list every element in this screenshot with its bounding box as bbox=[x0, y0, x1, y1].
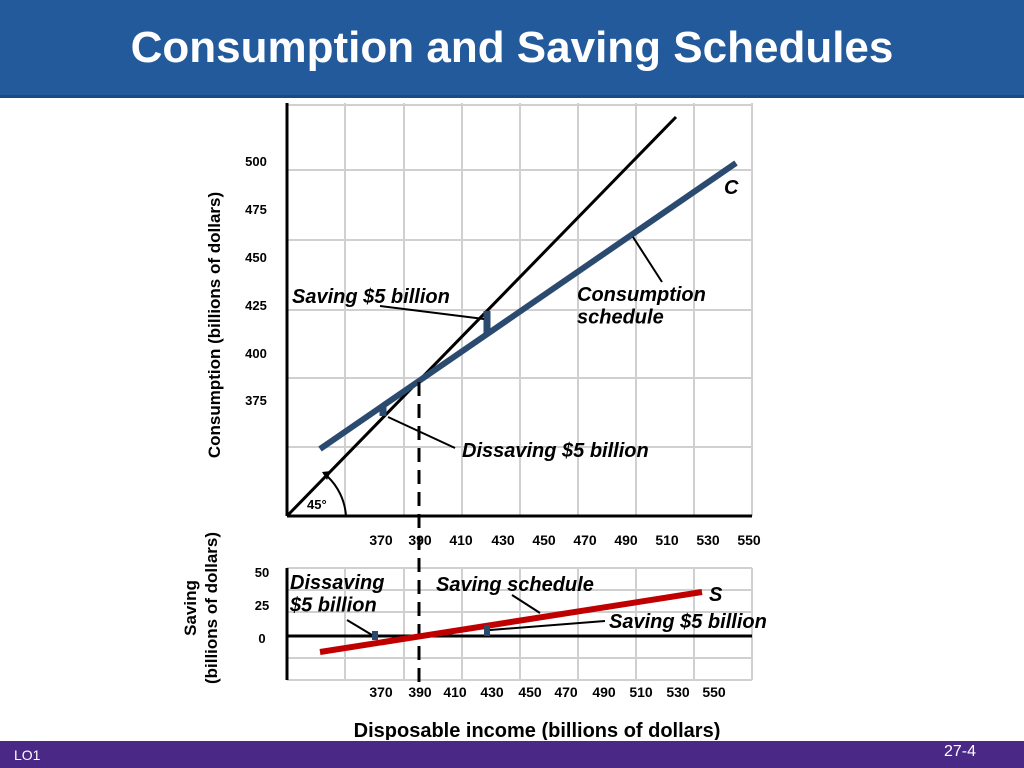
title-bar bbox=[0, 0, 1024, 98]
saving-marker bbox=[484, 625, 490, 636]
y-tick-label: 475 bbox=[245, 202, 267, 217]
dissaving-annotation: Dissaving $5 billion bbox=[462, 440, 649, 462]
angle-arrowhead bbox=[322, 471, 331, 480]
x-tick-label: 370 bbox=[369, 532, 393, 548]
x-tick-label: 410 bbox=[449, 532, 473, 548]
bottom-chart-grid bbox=[287, 567, 753, 681]
x-tick-label: 450 bbox=[518, 684, 542, 700]
x-tick-label: 410 bbox=[443, 684, 467, 700]
consumption-leader-line bbox=[632, 236, 663, 283]
saving-bottom-annotation: Saving $5 billion bbox=[609, 611, 767, 633]
slide-title: Consumption and Saving Schedules bbox=[130, 22, 894, 72]
y-axis-title: Saving (billions of dollars) bbox=[181, 532, 221, 684]
x-tick-label: 390 bbox=[408, 532, 432, 548]
consumption-line bbox=[318, 160, 738, 452]
saving-bottom-leader-line bbox=[489, 620, 606, 631]
saving-annotation: Saving $5 billion bbox=[292, 286, 450, 308]
x-tick-label: 510 bbox=[629, 684, 653, 700]
y-axis-title: Consumption (billions of dollars) bbox=[205, 192, 224, 458]
angle-arc bbox=[326, 475, 347, 517]
top-chart-grid bbox=[287, 103, 753, 517]
dissaving-marker bbox=[372, 631, 378, 640]
saving-schedule-leader-line bbox=[511, 594, 541, 614]
footer-lo: LO1 bbox=[14, 747, 41, 763]
x-tick-label: 470 bbox=[573, 532, 597, 548]
dissaving-bottom-leader-line bbox=[346, 619, 373, 636]
x-tick-label: 470 bbox=[554, 684, 578, 700]
x-tick-label: 550 bbox=[702, 684, 726, 700]
dissaving-bottom-annotation: Dissaving $5 billion bbox=[289, 572, 384, 616]
slide-number: 27-4 bbox=[943, 743, 976, 760]
y-tick-label: 375 bbox=[245, 393, 267, 408]
x-tick-label: 490 bbox=[592, 684, 616, 700]
x-tick-label: 550 bbox=[737, 532, 761, 548]
y-tick-label: 400 bbox=[245, 346, 267, 361]
x-axis-title: Disposable income (billions of dollars) bbox=[354, 720, 721, 740]
saving-leader-line bbox=[379, 305, 485, 320]
y-tick-label: 450 bbox=[245, 250, 267, 265]
x-tick-label: 450 bbox=[532, 532, 556, 548]
dissaving-leader-line bbox=[387, 416, 456, 449]
y-tick-label: 500 bbox=[245, 154, 267, 169]
y-tick-label: 25 bbox=[255, 598, 269, 613]
x-tick-label: 530 bbox=[666, 684, 690, 700]
saving-schedule-annotation: Saving schedule bbox=[436, 574, 594, 596]
x-tick-label: 430 bbox=[491, 532, 515, 548]
x-tick-label: 430 bbox=[480, 684, 504, 700]
x-tick-label: 490 bbox=[614, 532, 638, 548]
x-tick-label: 370 bbox=[369, 684, 393, 700]
y-tick-label: 50 bbox=[255, 565, 269, 580]
y-tick-label: 0 bbox=[258, 631, 265, 646]
saving-curve-label: S bbox=[709, 584, 723, 606]
chart-marks bbox=[285, 115, 738, 690]
x-tick-label: 530 bbox=[696, 532, 720, 548]
y-tick-label: 425 bbox=[245, 298, 267, 313]
forty-five-degree-line bbox=[285, 115, 678, 518]
x-tick-label: 510 bbox=[655, 532, 679, 548]
footer-bar bbox=[0, 741, 1024, 768]
angle-label: 45° bbox=[307, 497, 327, 512]
consumption-schedule-annotation: Consumption schedule bbox=[577, 284, 706, 328]
consumption-curve-label: C bbox=[724, 177, 739, 199]
x-tick-label: 390 bbox=[408, 684, 432, 700]
saving-schedule-line bbox=[319, 589, 703, 655]
